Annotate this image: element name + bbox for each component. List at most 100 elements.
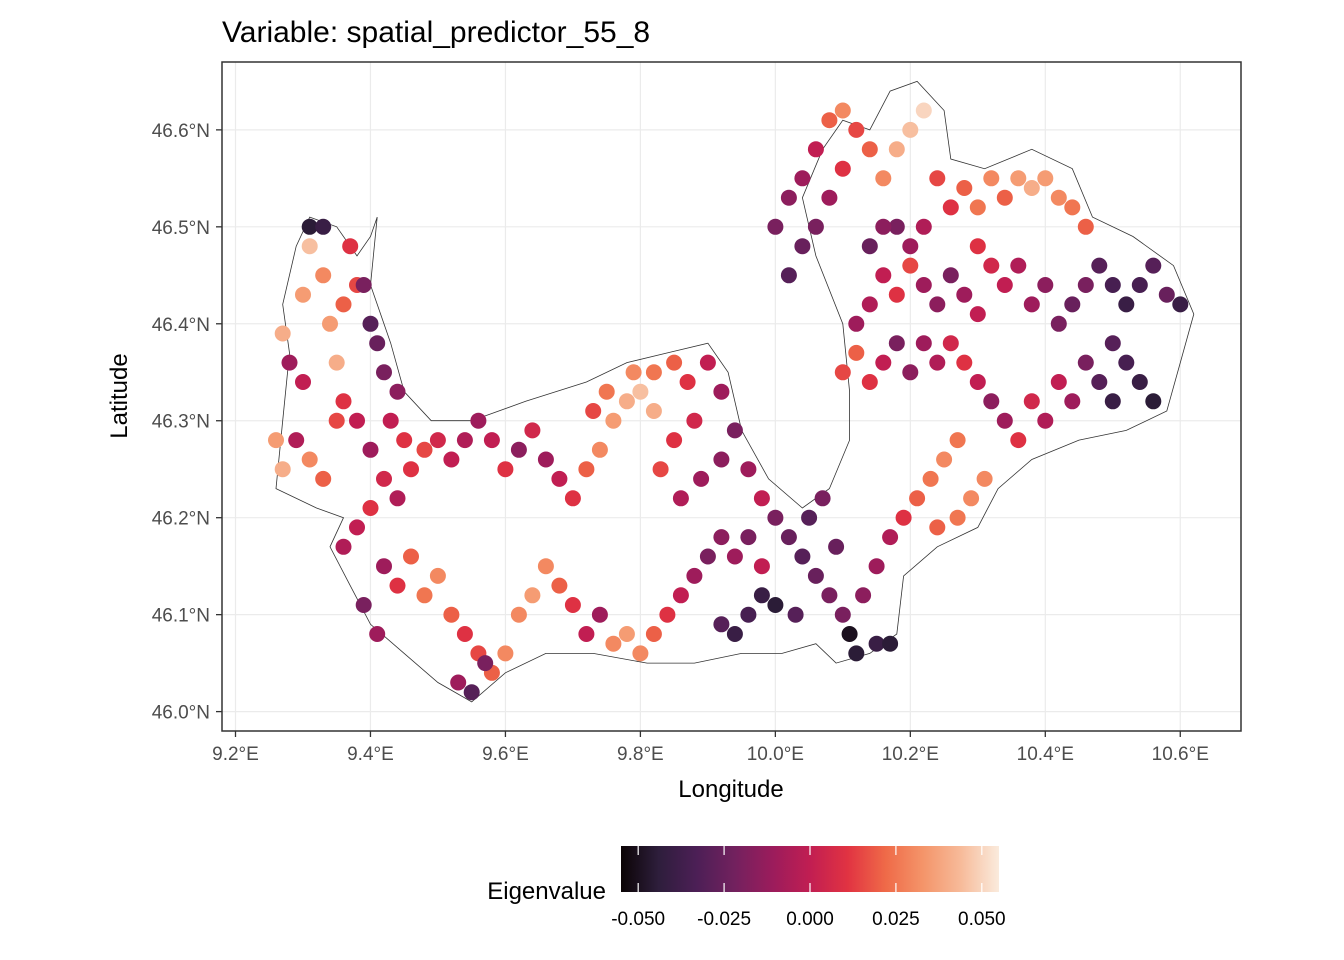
data-point	[713, 383, 730, 400]
data-point	[551, 470, 568, 487]
data-point	[315, 218, 332, 235]
data-point	[477, 655, 494, 672]
data-point	[753, 587, 770, 604]
data-point	[942, 267, 959, 284]
data-point	[983, 393, 1000, 410]
data-point	[1145, 393, 1162, 410]
data-point	[1104, 393, 1121, 410]
data-points	[268, 102, 1189, 701]
data-point	[389, 383, 406, 400]
data-point	[1010, 257, 1027, 274]
data-point	[268, 432, 284, 449]
data-point	[450, 674, 467, 691]
data-point	[834, 102, 851, 119]
data-point	[753, 558, 770, 575]
data-point	[855, 587, 872, 604]
data-point	[355, 597, 372, 613]
data-point	[1064, 296, 1081, 313]
data-point	[969, 199, 986, 216]
color-legend: Eigenvalue -0.050 -0.025 0.000 0.025 0.050	[487, 846, 1006, 930]
data-point	[510, 441, 527, 458]
data-point	[868, 558, 885, 575]
data-point	[295, 374, 311, 390]
legend-tick-label: 0.050	[958, 909, 1006, 930]
data-point	[1023, 296, 1040, 313]
data-point	[902, 238, 919, 255]
y-axis-title: Latitude	[106, 353, 133, 438]
region-boundary	[275, 80, 1195, 703]
data-point	[780, 267, 797, 284]
data-point	[949, 432, 966, 449]
data-point	[666, 354, 683, 371]
data-point	[315, 267, 332, 284]
data-point	[976, 470, 993, 487]
data-point	[713, 451, 730, 468]
data-point	[929, 296, 946, 313]
data-point	[288, 432, 305, 449]
data-point	[942, 199, 959, 216]
data-point	[686, 412, 703, 429]
data-point	[1091, 374, 1108, 390]
data-point	[591, 606, 608, 623]
data-point	[456, 626, 473, 642]
data-point	[376, 470, 392, 487]
data-point	[1064, 199, 1081, 216]
y-tick-label: 46.4°N	[152, 315, 210, 336]
data-point	[598, 383, 615, 400]
data-point	[794, 548, 811, 565]
data-point	[902, 121, 919, 138]
data-point	[389, 490, 406, 507]
data-point	[726, 626, 743, 642]
data-point	[834, 606, 851, 623]
y-axis: 46.0°N 46.1°N 46.2°N 46.3°N 46.4°N 46.5°N 46.6…	[152, 121, 222, 724]
data-point	[605, 635, 622, 652]
region-outline	[275, 80, 1195, 703]
data-point	[1023, 180, 1040, 196]
x-axis: 9.2°E 9.4°E 9.6°E 9.8°E 10.0°E 10.2°E 10.4°E 10…	[212, 731, 1209, 765]
data-point	[1118, 296, 1135, 313]
data-point	[389, 577, 406, 594]
data-point	[524, 587, 541, 604]
data-point	[1104, 335, 1121, 352]
data-point	[828, 538, 845, 555]
panel-border	[221, 61, 1242, 732]
data-point	[335, 296, 352, 313]
data-point	[322, 315, 338, 332]
data-point	[740, 606, 757, 623]
data-point	[693, 470, 710, 487]
data-point	[713, 529, 730, 546]
data-point	[929, 519, 946, 536]
data-point	[821, 189, 838, 206]
data-point	[888, 335, 905, 352]
data-point	[1131, 277, 1148, 293]
data-point	[632, 645, 649, 662]
data-point	[335, 393, 352, 410]
y-tick-label: 46.6°N	[152, 121, 210, 142]
data-point	[659, 606, 676, 623]
data-point	[564, 597, 581, 613]
data-point	[983, 257, 1000, 274]
data-point	[429, 567, 446, 584]
data-point	[969, 306, 986, 323]
data-point	[794, 238, 811, 255]
data-point	[767, 218, 784, 235]
data-point	[929, 170, 946, 187]
data-point	[915, 102, 932, 119]
y-tick-label: 46.2°N	[152, 509, 210, 530]
data-point	[1104, 277, 1121, 293]
x-tick-label: 9.8°E	[617, 744, 664, 765]
data-point	[1037, 170, 1054, 187]
data-point	[1023, 393, 1040, 410]
data-point	[591, 441, 608, 458]
data-point	[537, 558, 554, 575]
data-point	[834, 364, 851, 381]
data-point	[362, 441, 379, 458]
legend-tick-label: -0.050	[611, 909, 665, 930]
data-point	[1050, 315, 1067, 332]
data-point	[618, 393, 635, 410]
data-point	[942, 335, 959, 352]
x-tick-label: 10.4°E	[1017, 744, 1074, 765]
data-point	[632, 383, 649, 400]
data-point	[807, 567, 824, 584]
data-point	[956, 180, 973, 196]
